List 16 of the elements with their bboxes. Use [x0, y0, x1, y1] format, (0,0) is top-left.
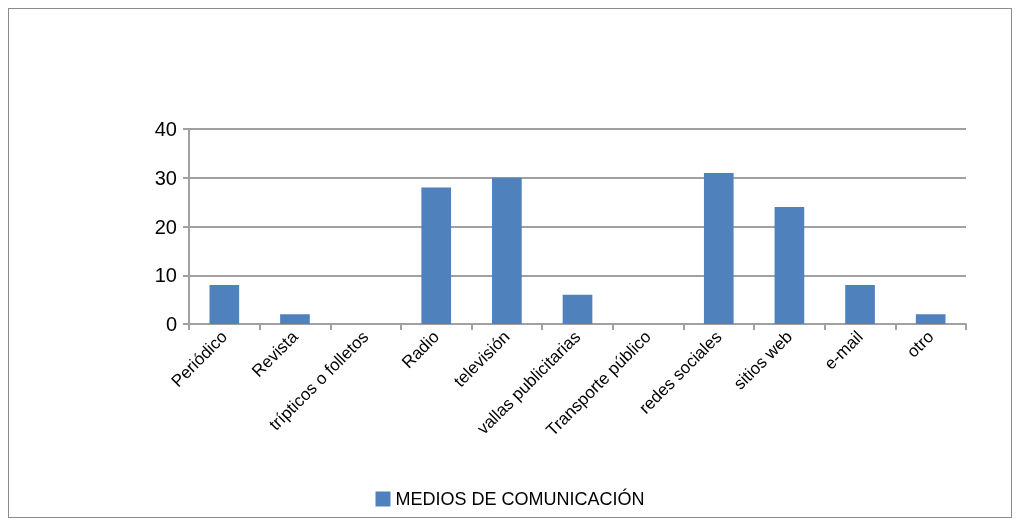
y-tick-label: 0	[165, 313, 177, 335]
bar	[280, 314, 310, 324]
y-tick-label: 10	[154, 264, 177, 287]
bar	[492, 177, 522, 324]
y-tick-label: 20	[154, 215, 177, 238]
bar	[209, 285, 240, 324]
bar	[703, 172, 734, 324]
bar	[774, 207, 805, 324]
bar	[421, 187, 452, 324]
y-tick-label: 40	[154, 118, 177, 140]
bar	[845, 285, 875, 324]
x-tick-label: otro	[903, 327, 938, 362]
bar	[562, 294, 593, 324]
bar	[915, 314, 946, 324]
legend-label: MEDIOS DE COMUNICACIÓN	[395, 488, 645, 509]
y-tick-label: 30	[154, 166, 177, 189]
